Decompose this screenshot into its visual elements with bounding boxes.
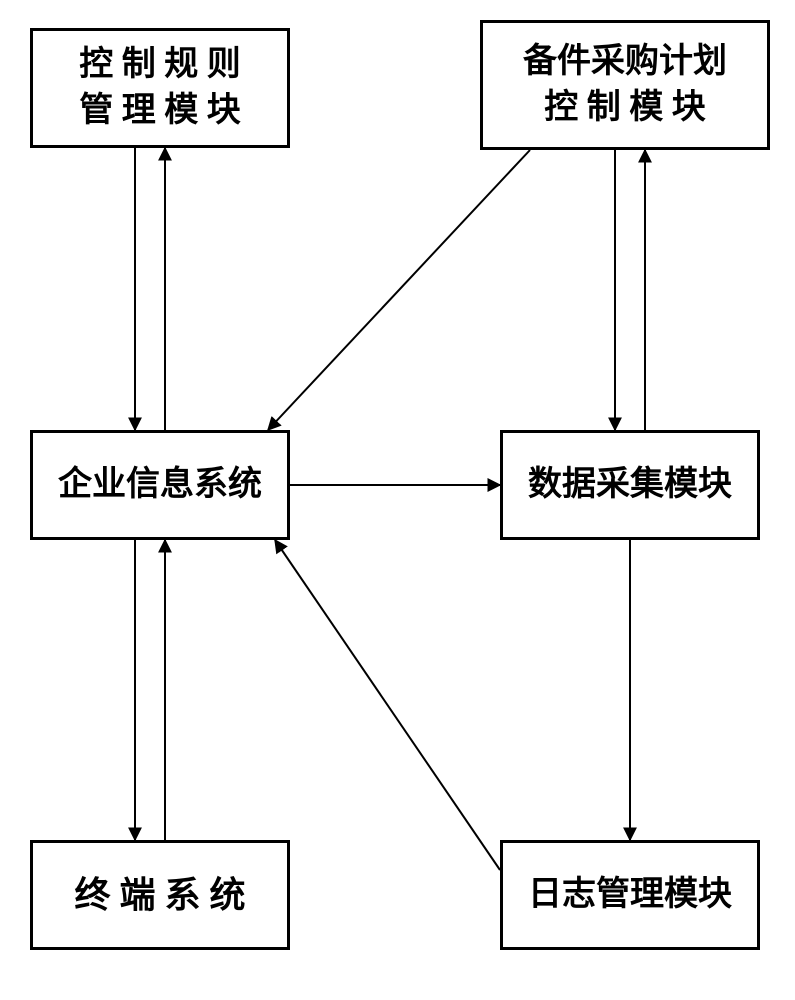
node-label: 终 端 系 统 — [74, 871, 245, 920]
node-label: 企业信息系统 — [58, 462, 262, 508]
node-label: 日志管理模块 — [528, 872, 732, 918]
diagram-canvas: 控 制 规 则 管 理 模 块 备件采购计划 控 制 模 块 企业信息系统 数据… — [0, 0, 795, 1000]
node-spare-plan: 备件采购计划 控 制 模 块 — [480, 20, 770, 150]
node-terminal: 终 端 系 统 — [30, 840, 290, 950]
node-ctrl-rules: 控 制 规 则 管 理 模 块 — [30, 28, 290, 148]
node-data-collect: 数据采集模块 — [500, 430, 760, 540]
node-label: 控 制 规 则 管 理 模 块 — [79, 42, 241, 134]
node-eis: 企业信息系统 — [30, 430, 290, 540]
node-log-mgmt: 日志管理模块 — [500, 840, 760, 950]
node-label: 数据采集模块 — [528, 462, 732, 508]
node-label: 备件采购计划 控 制 模 块 — [523, 39, 727, 131]
